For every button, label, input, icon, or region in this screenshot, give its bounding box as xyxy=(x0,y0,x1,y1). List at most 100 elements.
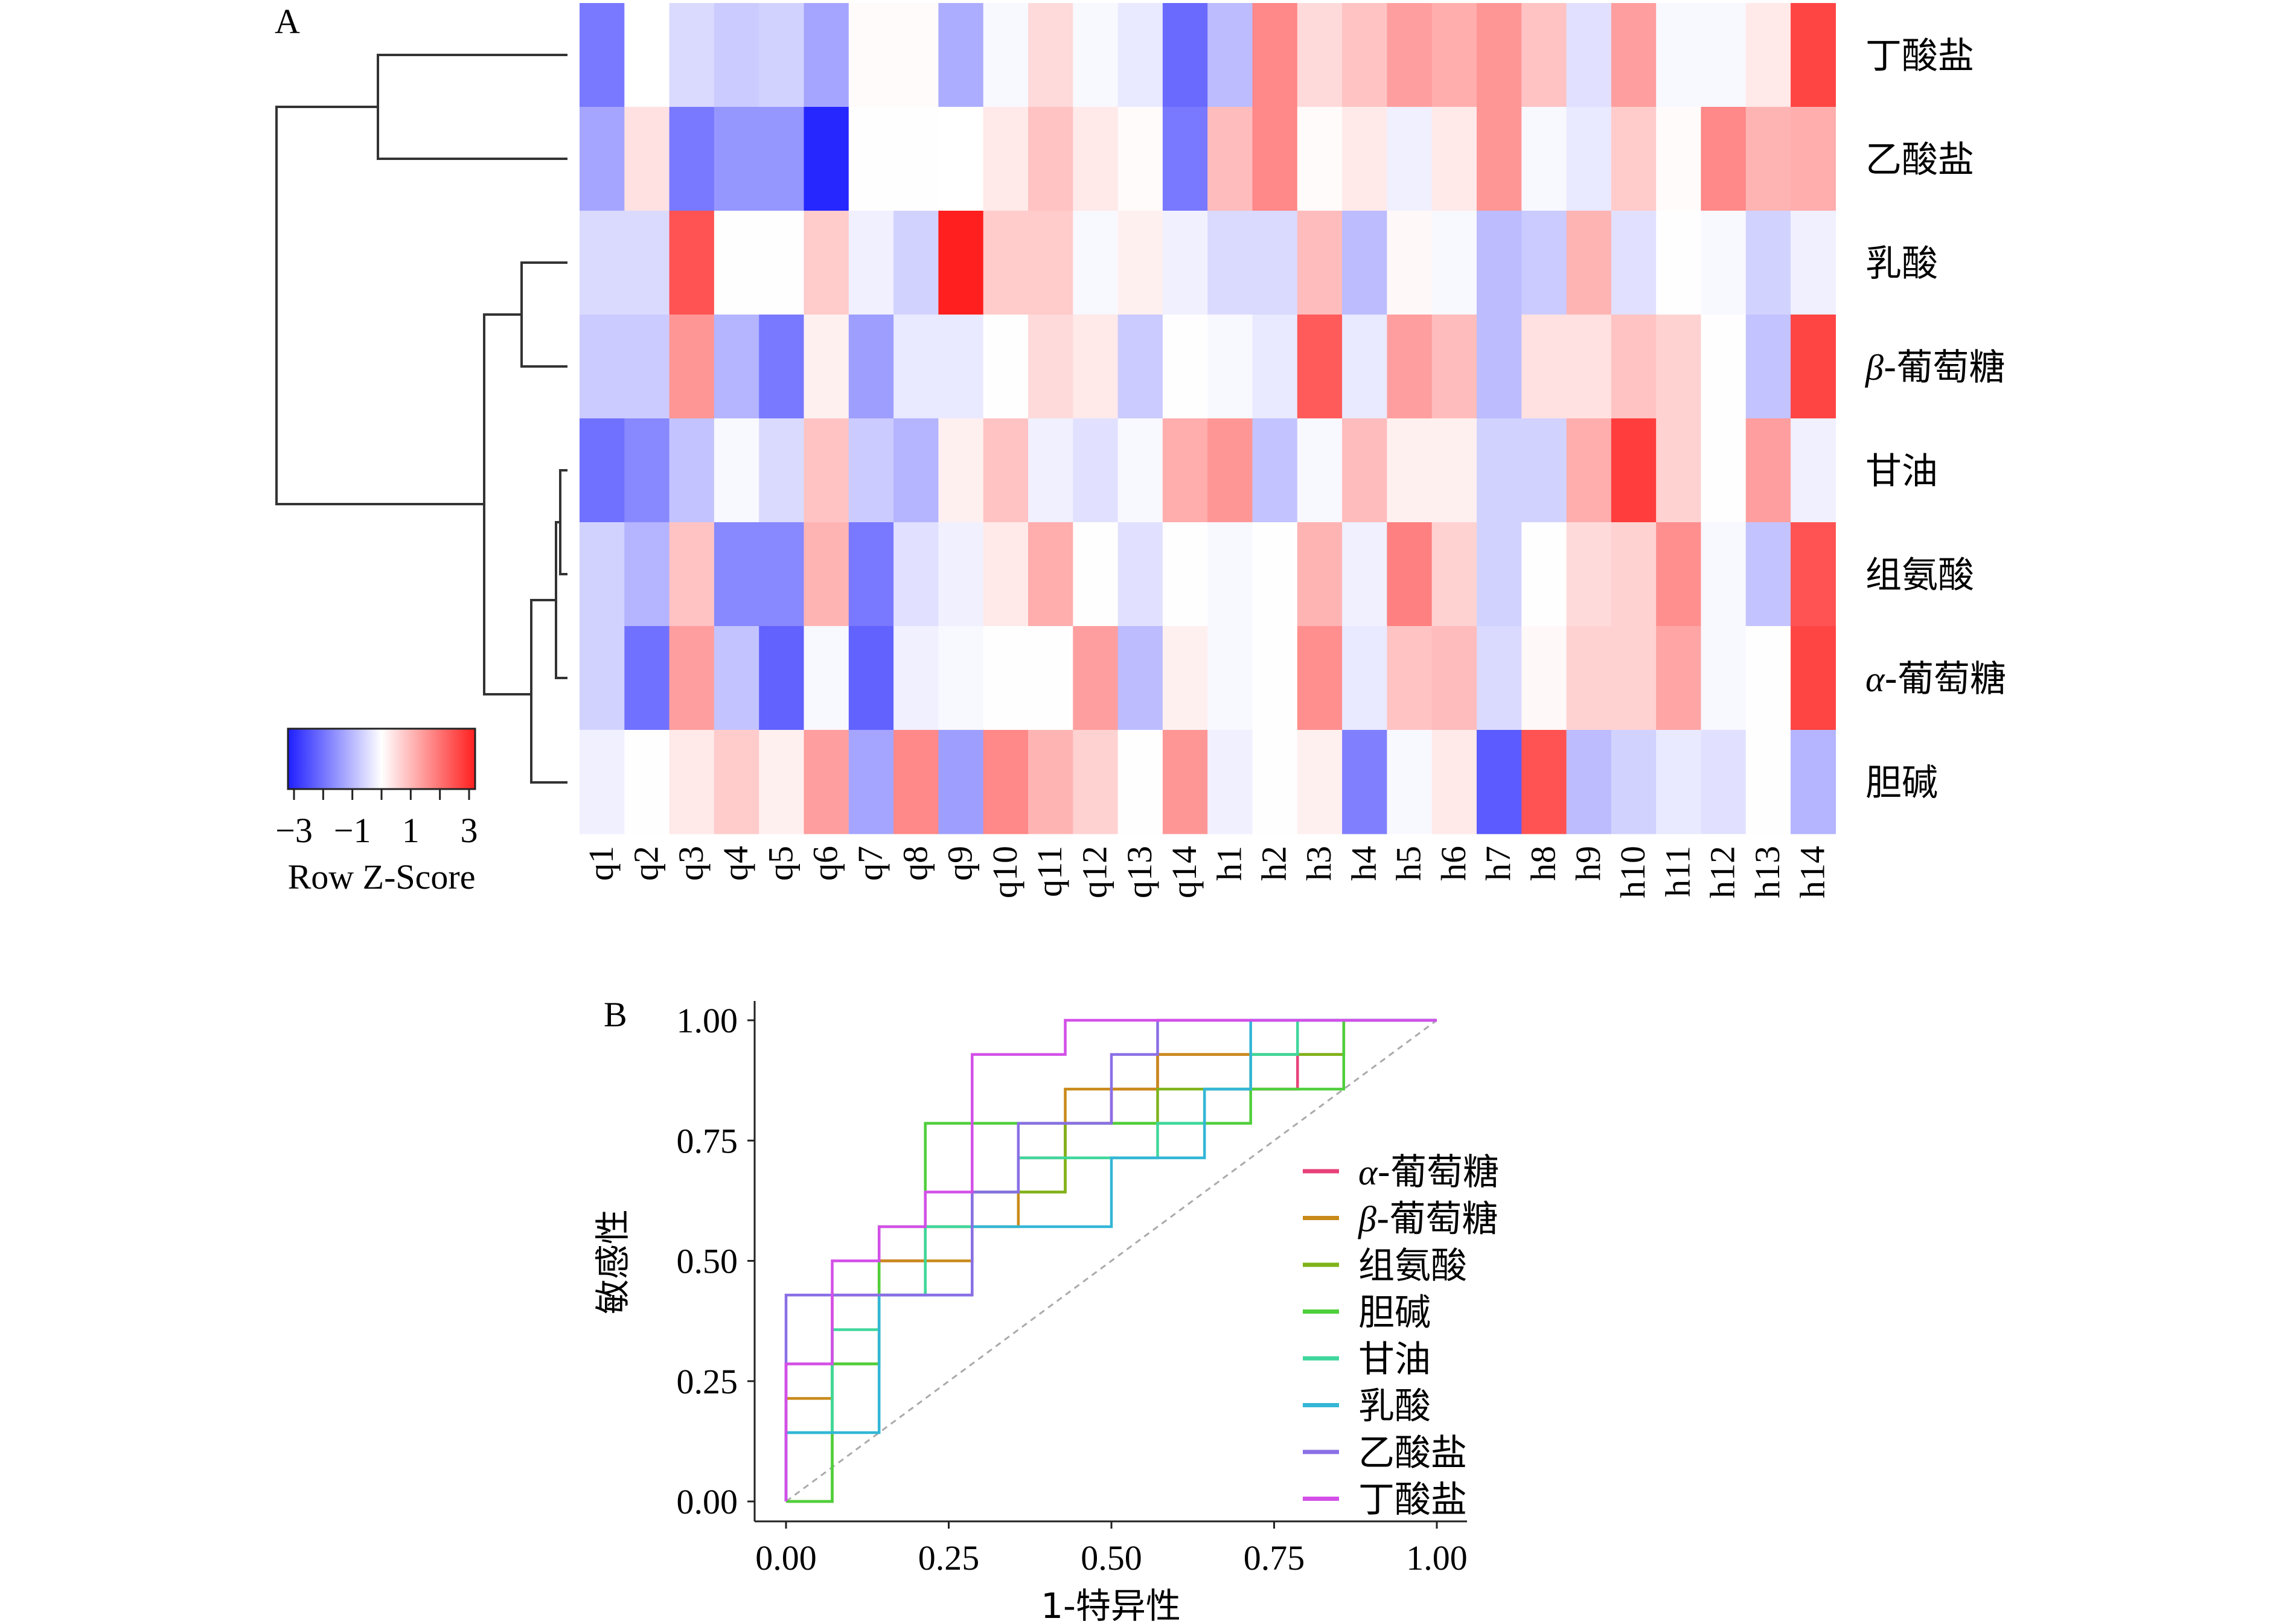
heatmap-cell xyxy=(1791,107,1836,211)
heatmap-cell xyxy=(580,522,625,627)
heatmap-cell xyxy=(580,3,625,107)
heatmap-cell xyxy=(1117,3,1163,107)
heatmap-row-label: 乳酸 xyxy=(1865,243,1938,285)
heatmap-cell xyxy=(1342,522,1387,627)
heatmap-column-label: h8 xyxy=(1523,846,1562,881)
heatmap-cell xyxy=(759,418,805,523)
heatmap-cell xyxy=(1207,3,1253,107)
roc-x-axis-label: 1-特异性 xyxy=(1041,1585,1181,1624)
heatmap-cell xyxy=(1521,3,1567,107)
heatmap-cell xyxy=(804,626,849,730)
heatmap-column-label: q8 xyxy=(895,846,935,881)
heatmap-cell xyxy=(759,730,805,834)
heatmap-cell xyxy=(804,211,849,315)
heatmap-cell xyxy=(624,107,670,211)
heatmap-cell xyxy=(1252,522,1298,627)
heatmap-cell xyxy=(1656,626,1702,730)
heatmap-cell xyxy=(1252,3,1298,107)
heatmap-cell xyxy=(1342,107,1387,211)
heatmap-cell xyxy=(848,626,894,730)
heatmap-cell xyxy=(1701,522,1747,627)
heatmap-cell xyxy=(1207,418,1253,523)
heatmap-cell xyxy=(759,211,805,315)
heatmap-cell xyxy=(1431,315,1477,419)
heatmap-cell xyxy=(1521,522,1567,627)
heatmap-column-label: q9 xyxy=(941,846,980,881)
heatmap-cell xyxy=(1745,211,1791,315)
heatmap xyxy=(580,3,1836,834)
heatmap-cell xyxy=(848,211,894,315)
heatmap-cell xyxy=(1566,626,1612,730)
heatmap-cell xyxy=(1745,3,1791,107)
heatmap-row-label: β-葡萄糖 xyxy=(1865,347,2006,389)
heatmap-column-label: q12 xyxy=(1075,846,1114,898)
heatmap-cell xyxy=(1297,3,1343,107)
heatmap-row-label: 胆碱 xyxy=(1865,762,1938,804)
heatmap-cell xyxy=(714,626,759,730)
legend-label: β-葡萄糖 xyxy=(1358,1198,1498,1241)
heatmap-cell xyxy=(1521,107,1567,211)
heatmap-cell xyxy=(848,315,894,419)
heatmap-cell xyxy=(1477,3,1522,107)
heatmap-cell xyxy=(1387,418,1433,523)
roc-plot: 0.00 0.25 0.50 0.75 1.00 0.00 0.25 0.50 0.75 1.0… xyxy=(592,1001,1499,1624)
heatmap-cell xyxy=(938,418,984,523)
heatmap-cell xyxy=(1073,107,1119,211)
roc-x-tick-label: 0.50 xyxy=(1081,1538,1142,1578)
heatmap-column-label: q2 xyxy=(626,846,665,881)
heatmap-cell xyxy=(1297,418,1343,523)
heatmap-cell xyxy=(1701,107,1747,211)
heatmap-cell xyxy=(1611,730,1657,834)
heatmap-cell xyxy=(1701,730,1747,834)
heatmap-cell xyxy=(624,211,670,315)
heatmap-column-label: q10 xyxy=(985,846,1024,898)
roc-y-tick-label: 0.50 xyxy=(677,1242,738,1281)
heatmap-cell xyxy=(1611,626,1657,730)
heatmap-cell xyxy=(669,211,715,315)
heatmap-cell xyxy=(893,626,939,730)
heatmap-cell xyxy=(759,522,805,627)
heatmap-column-label: h13 xyxy=(1748,846,1787,898)
heatmap-cell xyxy=(580,730,625,834)
color-key-tick-label: 3 xyxy=(461,811,478,850)
heatmap-cell xyxy=(1297,315,1343,419)
heatmap-cell xyxy=(1745,626,1791,730)
heatmap-cell xyxy=(804,522,849,627)
heatmap-cell xyxy=(848,418,894,523)
color-key-title: Row Z-Score xyxy=(288,857,476,897)
heatmap-cell xyxy=(1745,730,1791,834)
heatmap-cell xyxy=(1387,730,1433,834)
heatmap-cell xyxy=(1207,315,1253,419)
heatmap-cell xyxy=(1387,107,1433,211)
heatmap-cell xyxy=(848,522,894,627)
heatmap-cell xyxy=(983,730,1029,834)
heatmap-cell xyxy=(1387,3,1433,107)
heatmap-cell xyxy=(1117,626,1163,730)
heatmap-cell xyxy=(1028,626,1073,730)
heatmap-cell xyxy=(1566,3,1612,107)
heatmap-row-label: 丁酸盐 xyxy=(1865,35,1974,77)
heatmap-cell xyxy=(1431,730,1477,834)
heatmap-cell xyxy=(1207,107,1253,211)
heatmap-cell xyxy=(669,3,715,107)
heatmap-cell xyxy=(983,211,1029,315)
heatmap-column-label: h7 xyxy=(1478,846,1518,881)
roc-curve xyxy=(784,1018,1437,1501)
heatmap-cell xyxy=(1611,3,1657,107)
heatmap-cell xyxy=(1028,522,1073,627)
heatmap-cell xyxy=(1028,211,1073,315)
heatmap-cell xyxy=(669,315,715,419)
heatmap-cell xyxy=(983,418,1029,523)
heatmap-cell xyxy=(1431,211,1477,315)
heatmap-cell xyxy=(1387,315,1433,419)
heatmap-cell xyxy=(669,522,715,627)
heatmap-column-label: q14 xyxy=(1165,846,1204,898)
heatmap-cell xyxy=(1117,315,1163,419)
heatmap-cell xyxy=(1073,315,1119,419)
heatmap-cell xyxy=(714,418,759,523)
heatmap-cell xyxy=(983,626,1029,730)
heatmap-cell xyxy=(1791,418,1836,523)
heatmap-cell xyxy=(714,315,759,419)
heatmap-cell xyxy=(1477,730,1522,834)
